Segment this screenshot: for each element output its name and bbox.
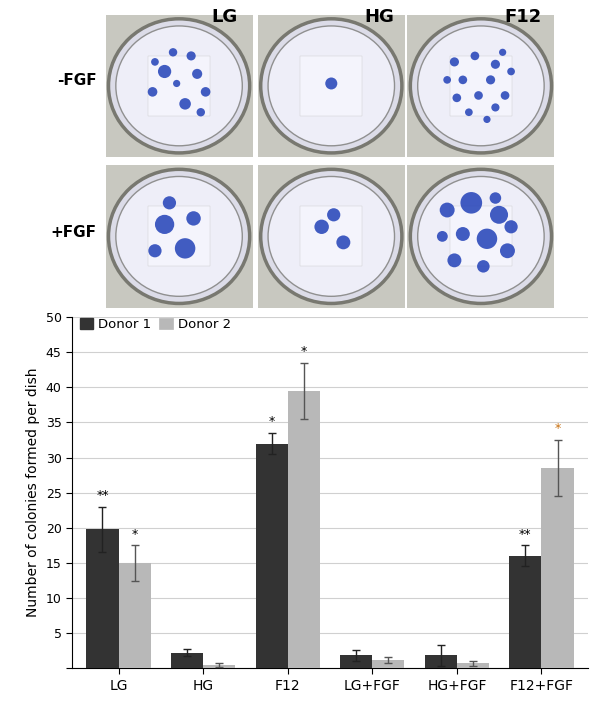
Ellipse shape [507, 68, 515, 75]
Text: -FGF: -FGF [57, 73, 97, 88]
FancyBboxPatch shape [148, 56, 210, 116]
Ellipse shape [490, 205, 508, 224]
Ellipse shape [158, 65, 171, 78]
Ellipse shape [477, 229, 497, 249]
Text: F12: F12 [505, 9, 542, 26]
Ellipse shape [437, 231, 448, 242]
Ellipse shape [450, 58, 459, 66]
Bar [425, 656, 457, 668]
Text: **: ** [96, 489, 109, 502]
Ellipse shape [261, 169, 402, 304]
Bar [256, 444, 288, 668]
Text: LG: LG [211, 9, 238, 26]
Ellipse shape [477, 260, 490, 272]
Ellipse shape [500, 243, 515, 258]
Ellipse shape [337, 235, 350, 250]
Bar [541, 468, 574, 668]
Ellipse shape [486, 75, 495, 85]
Bar [372, 660, 404, 668]
Bar [340, 656, 372, 668]
Bar [288, 391, 320, 668]
FancyBboxPatch shape [407, 14, 554, 157]
Ellipse shape [109, 169, 250, 304]
FancyBboxPatch shape [106, 165, 253, 308]
Text: +FGF: +FGF [51, 225, 97, 240]
Ellipse shape [410, 18, 551, 153]
Bar [509, 556, 541, 668]
Ellipse shape [197, 108, 205, 117]
Ellipse shape [325, 77, 337, 90]
Ellipse shape [458, 75, 467, 84]
Ellipse shape [148, 244, 161, 257]
FancyBboxPatch shape [106, 14, 253, 157]
FancyBboxPatch shape [450, 56, 512, 116]
Ellipse shape [501, 91, 509, 100]
Ellipse shape [491, 103, 500, 112]
Ellipse shape [148, 87, 157, 97]
Bar [203, 665, 235, 668]
Text: *: * [131, 528, 138, 540]
Ellipse shape [452, 94, 461, 102]
Ellipse shape [116, 26, 242, 146]
Text: *: * [301, 345, 307, 358]
Bar [86, 529, 119, 668]
Ellipse shape [410, 169, 551, 304]
Ellipse shape [505, 220, 518, 233]
Ellipse shape [418, 176, 544, 296]
Text: *: * [269, 415, 275, 428]
FancyBboxPatch shape [407, 165, 554, 308]
Text: **: ** [519, 528, 532, 540]
Text: *: * [554, 422, 560, 435]
Ellipse shape [116, 176, 242, 296]
Ellipse shape [327, 208, 340, 221]
Ellipse shape [448, 253, 461, 267]
Ellipse shape [443, 76, 451, 84]
Ellipse shape [163, 196, 176, 210]
Ellipse shape [491, 60, 500, 69]
Bar [171, 653, 203, 668]
Ellipse shape [173, 80, 180, 87]
Ellipse shape [440, 203, 455, 218]
Ellipse shape [151, 58, 159, 65]
Ellipse shape [109, 18, 250, 153]
Ellipse shape [490, 192, 501, 204]
Bar [119, 563, 151, 668]
Ellipse shape [175, 238, 196, 259]
Ellipse shape [155, 215, 174, 234]
Bar [457, 663, 489, 668]
Ellipse shape [470, 52, 479, 60]
Ellipse shape [187, 51, 196, 60]
FancyBboxPatch shape [148, 206, 210, 267]
Ellipse shape [314, 220, 329, 234]
Ellipse shape [460, 192, 482, 213]
Ellipse shape [179, 98, 191, 109]
FancyBboxPatch shape [301, 56, 362, 116]
Text: HG: HG [364, 9, 394, 26]
Ellipse shape [268, 26, 395, 146]
FancyBboxPatch shape [258, 14, 405, 157]
FancyBboxPatch shape [258, 165, 405, 308]
Ellipse shape [456, 227, 470, 241]
Ellipse shape [499, 49, 506, 56]
Y-axis label: Number of colonies formed per dish: Number of colonies formed per dish [26, 368, 40, 617]
Ellipse shape [192, 69, 202, 79]
Ellipse shape [261, 18, 402, 153]
Ellipse shape [465, 108, 473, 116]
Ellipse shape [484, 116, 491, 123]
Legend: Donor 1, Donor 2: Donor 1, Donor 2 [79, 316, 232, 332]
Ellipse shape [169, 48, 177, 56]
Ellipse shape [268, 176, 395, 296]
Ellipse shape [474, 91, 483, 100]
Ellipse shape [201, 87, 211, 97]
Ellipse shape [418, 26, 544, 146]
Ellipse shape [187, 211, 201, 225]
FancyBboxPatch shape [450, 206, 512, 267]
FancyBboxPatch shape [301, 206, 362, 267]
